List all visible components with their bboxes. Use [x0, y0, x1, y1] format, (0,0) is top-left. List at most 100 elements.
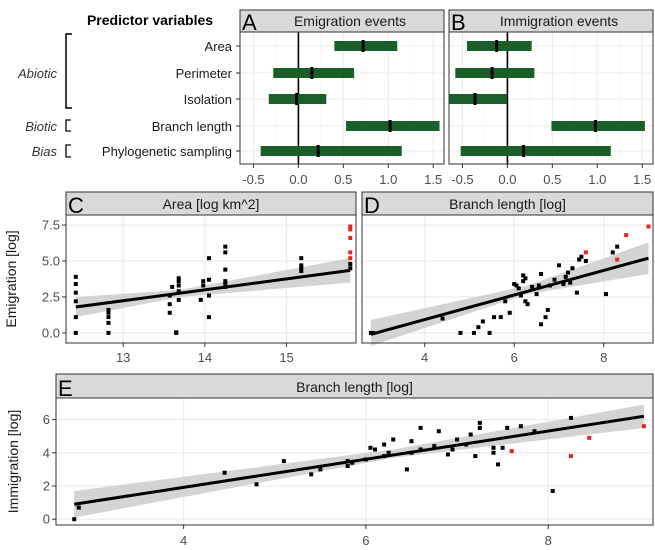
data-point	[530, 284, 535, 289]
data-point	[568, 415, 573, 420]
predictor-label: Perimeter	[176, 66, 233, 81]
data-point	[223, 282, 228, 287]
data-point	[404, 467, 409, 472]
data-point	[391, 437, 396, 442]
data-point	[223, 279, 228, 284]
data-point	[536, 283, 541, 288]
data-point	[299, 256, 304, 261]
data-point	[176, 289, 181, 294]
data-point	[174, 330, 179, 335]
data-point	[223, 250, 228, 255]
forest-panel-a: Emigration events A -0.5 0.0 0.5 1.0 1.5	[239, 9, 445, 187]
group-label: Bias	[32, 144, 58, 159]
interval-bar	[346, 121, 440, 131]
predictor-labels: Area Perimeter Isolation Branch length Phylo…	[102, 39, 240, 159]
data-point	[477, 420, 482, 425]
data-point	[523, 299, 528, 304]
highlight-point	[348, 250, 353, 255]
data-point	[201, 279, 206, 284]
estimate-mark	[593, 120, 597, 132]
data-point	[222, 470, 227, 475]
data-point	[432, 444, 437, 449]
data-point	[476, 325, 481, 330]
data-point	[73, 315, 78, 320]
data-point	[516, 286, 521, 291]
interval-bar	[449, 94, 507, 104]
panel-letter: C	[68, 193, 84, 218]
data-point	[539, 322, 544, 327]
y-axis-label: Emigration [log]	[3, 230, 19, 327]
scatter-panel-e: Branch length [log] E 4 6 8 0 2 4 6 Immigration […	[5, 373, 654, 548]
forest-panel-b: Immigration events B -0.5 0.0 0.5 1.0 1.5	[448, 9, 654, 187]
data-point	[440, 316, 445, 321]
data-point	[534, 292, 539, 297]
data-point	[471, 330, 476, 335]
data-point	[198, 297, 203, 302]
data-point	[72, 517, 77, 522]
interval-bar	[273, 68, 355, 78]
x-tick-label: -0.5	[451, 172, 473, 187]
bracket-bias	[65, 144, 71, 158]
y-tick-label: 4	[43, 445, 50, 460]
bracket-abiotic	[65, 33, 72, 109]
confidence-band	[370, 242, 649, 346]
y-tick-label: 2.5	[42, 289, 60, 304]
highlight-point	[348, 236, 353, 241]
panel-border	[65, 214, 357, 344]
highlight-point	[348, 256, 353, 261]
highlight-point	[348, 227, 353, 232]
data-point	[409, 439, 414, 444]
group-label: Abiotic	[17, 66, 58, 81]
highlight-point	[624, 233, 629, 238]
estimate-mark	[388, 120, 392, 132]
data-point	[206, 256, 211, 261]
data-point	[525, 302, 530, 307]
data-point	[348, 261, 353, 266]
x-tick-label: 6	[511, 350, 518, 365]
data-point	[523, 276, 528, 281]
data-point	[577, 257, 582, 262]
estimate-mark	[316, 145, 320, 157]
interval-bar	[460, 146, 611, 156]
data-point	[498, 315, 503, 320]
data-point	[299, 269, 304, 274]
data-point	[492, 315, 497, 320]
data-point	[223, 267, 228, 272]
x-tick-label: 0.0	[498, 172, 516, 187]
data-point	[543, 315, 548, 320]
data-point	[201, 283, 206, 288]
x-tick-label: 1.5	[424, 172, 442, 187]
x-tick-label: 4	[180, 533, 187, 548]
y-tick-label: 2	[43, 478, 50, 493]
data-point	[206, 293, 211, 298]
data-point	[532, 429, 537, 434]
data-point	[583, 259, 588, 264]
x-tick-label: 6	[362, 533, 369, 548]
data-point	[579, 254, 584, 259]
x-tick-label: 1.0	[588, 172, 606, 187]
data-point	[556, 263, 561, 268]
data-point	[73, 330, 78, 335]
bracket-biotic	[65, 119, 71, 132]
data-point	[348, 266, 353, 271]
x-tick-label: 1.5	[633, 172, 651, 187]
estimate-mark	[295, 93, 299, 105]
estimate-mark	[490, 67, 494, 79]
data-point	[545, 307, 550, 312]
panel-letter: E	[58, 376, 73, 401]
data-point	[73, 274, 78, 279]
estimate-mark	[495, 40, 499, 52]
scatter-panels: Area [log km^2] C 13 14 15 0.0 2.5 5.0 7.5 Emigra…	[3, 191, 654, 548]
data-point	[76, 505, 81, 510]
data-point	[518, 424, 523, 429]
interval-bar	[334, 41, 398, 51]
panel-border	[239, 31, 445, 165]
panel-title: Emigration events	[294, 13, 406, 29]
data-point	[299, 266, 304, 271]
panel-title: Area [log km^2]	[163, 196, 260, 212]
data-point	[176, 276, 181, 281]
data-point	[455, 437, 460, 442]
data-point	[345, 464, 350, 469]
data-point	[73, 282, 78, 287]
